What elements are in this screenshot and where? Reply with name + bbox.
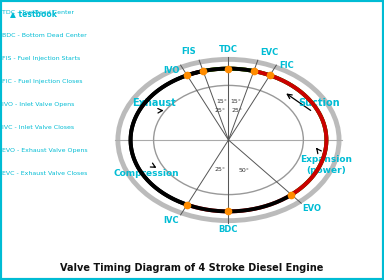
Text: IVO: IVO (164, 66, 180, 74)
Text: ▲ testbook: ▲ testbook (10, 9, 56, 18)
Text: Valve Timing Diagram of 4 Stroke Diesel Engine: Valve Timing Diagram of 4 Stroke Diesel … (60, 263, 324, 273)
Text: Suction: Suction (298, 98, 339, 108)
Text: FIS - Fuel Injection Starts: FIS - Fuel Injection Starts (2, 56, 80, 61)
Text: IVO - Inlet Valve Opens: IVO - Inlet Valve Opens (2, 102, 74, 107)
Text: FIS: FIS (182, 47, 196, 56)
Text: 25°: 25° (214, 167, 225, 172)
Text: 15°: 15° (216, 99, 227, 104)
Text: IVC - Inlet Valve Closes: IVC - Inlet Valve Closes (2, 125, 74, 130)
Text: 25°: 25° (214, 108, 225, 113)
Text: FIC: FIC (280, 61, 294, 70)
Text: Compression: Compression (113, 169, 179, 178)
Text: 50°: 50° (238, 168, 249, 173)
Text: 15°: 15° (230, 99, 241, 104)
Text: 25°: 25° (232, 108, 243, 113)
Text: EVC: EVC (260, 48, 278, 57)
Text: FIC - Fuel Injection Closes: FIC - Fuel Injection Closes (2, 79, 83, 84)
Text: EVC - Exhaust Valve Closes: EVC - Exhaust Valve Closes (2, 171, 87, 176)
Text: TDC - Top Dead Center: TDC - Top Dead Center (2, 10, 74, 15)
Text: Exhaust: Exhaust (132, 98, 175, 108)
Text: TDC: TDC (219, 45, 238, 54)
Text: BDC - Bottom Dead Center: BDC - Bottom Dead Center (2, 33, 87, 38)
Text: BDC: BDC (219, 225, 238, 234)
Text: EVO: EVO (303, 204, 322, 213)
Text: EVO - Exhaust Valve Opens: EVO - Exhaust Valve Opens (2, 148, 88, 153)
Text: Expansion
(power): Expansion (power) (300, 155, 353, 175)
Text: IVC: IVC (163, 216, 179, 225)
